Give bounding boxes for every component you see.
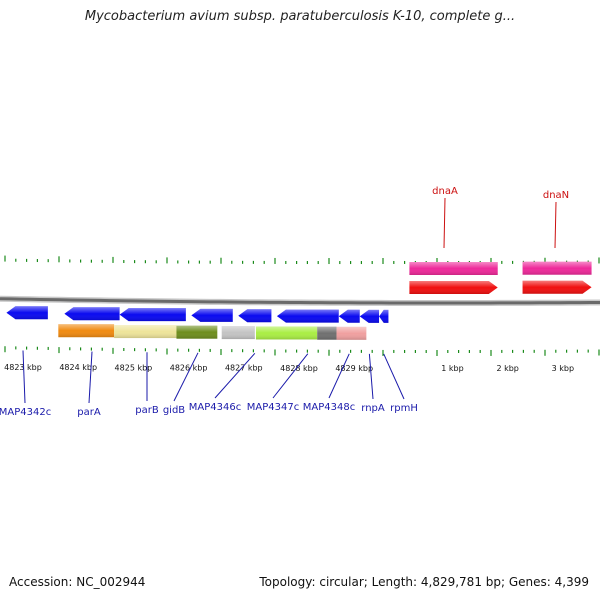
top-tick-track (4, 255, 600, 265)
reverse-gene-arrow-gloss (6, 306, 48, 320)
scale-label: 4823 kbp (4, 363, 42, 372)
gene-leader-line (214, 352, 256, 399)
feature-band-track (58, 324, 367, 340)
feature-band-gloss (317, 326, 337, 340)
reverse-gene-arrow-gloss (191, 308, 233, 322)
gene-label: parA (77, 407, 101, 418)
scale-label: 4827 kbp (225, 364, 263, 373)
gene-label-track: MAP4342c parA parB gidB MAP4346c MAP4347c MAP4… (0, 186, 569, 418)
scale-label: 4824 kbp (59, 363, 97, 372)
accession-text: Accession: NC_002944 (9, 575, 146, 589)
forward-gene-arrow-gloss (409, 280, 498, 294)
gene-leader-line (383, 353, 405, 400)
reverse-gene-arrow-gloss (119, 308, 186, 322)
scale-label-track: 4823 kbp 4824 kbp 4825 kbp 4826 kbp 4827 kbp… (4, 363, 574, 373)
forward-feature-band-gloss (409, 261, 498, 275)
genome-summary-text: Topology: circular; Length: 4,829,781 bp… (259, 575, 589, 589)
gene-leader-line (88, 351, 93, 404)
scale-label: 1 kbp (441, 364, 463, 373)
gene-leader-line (272, 353, 309, 399)
scale-label: 4826 kbp (170, 364, 208, 373)
reverse-gene-arrow-gloss (359, 309, 380, 323)
gene-label: MAP4347c (247, 402, 299, 413)
scale-label: 4828 kbp (280, 364, 318, 373)
genome-backbone (0, 295, 600, 306)
gene-label: dnaA (432, 186, 458, 197)
gene-leader-line (554, 201, 557, 249)
gene-label: MAP4346c (189, 402, 241, 413)
gene-leader-line (173, 352, 199, 402)
gene-label: parB (135, 405, 159, 416)
gene-leader-line (368, 353, 374, 400)
gene-label: gidB (163, 405, 185, 416)
reverse-gene-arrow-gloss (64, 307, 120, 321)
scale-label: 4829 kbp (335, 364, 373, 373)
bottom-tick-track (4, 346, 600, 356)
gene-label: rnpA (361, 403, 385, 414)
gene-label: MAP4348c (303, 402, 355, 413)
forward-gene-arrow-gloss (522, 280, 592, 294)
feature-band-gloss (114, 325, 177, 339)
scale-label: 4825 kbp (115, 363, 153, 372)
gene-label: rpmH (390, 403, 418, 414)
forward-gene-track (409, 261, 592, 294)
feature-band-gloss (58, 324, 115, 338)
reverse-gene-arrow-gloss (276, 309, 339, 323)
scale-label: 2 kbp (496, 364, 518, 373)
feature-band-gloss (336, 326, 367, 340)
scale-label: 3 kbp (552, 364, 574, 373)
reverse-gene-arrow-gloss (379, 309, 389, 323)
reverse-gene-arrow-gloss (238, 309, 272, 323)
reverse-gene-track (6, 306, 389, 323)
gene-leader-line (443, 197, 446, 249)
feature-band-gloss (176, 325, 218, 339)
feature-band-gloss (221, 326, 255, 340)
reverse-gene-arrow-gloss (338, 309, 360, 323)
forward-feature-band-gloss (522, 261, 592, 275)
gene-leader-line (22, 350, 26, 404)
backbone-line (0, 297, 600, 305)
gene-leader-line (328, 353, 350, 399)
map-title: Mycobacterium avium subsp. paratuberculo… (84, 9, 516, 24)
gene-label: dnaN (543, 190, 569, 201)
gene-label: MAP4342c (0, 407, 51, 418)
feature-band-gloss (255, 326, 318, 340)
